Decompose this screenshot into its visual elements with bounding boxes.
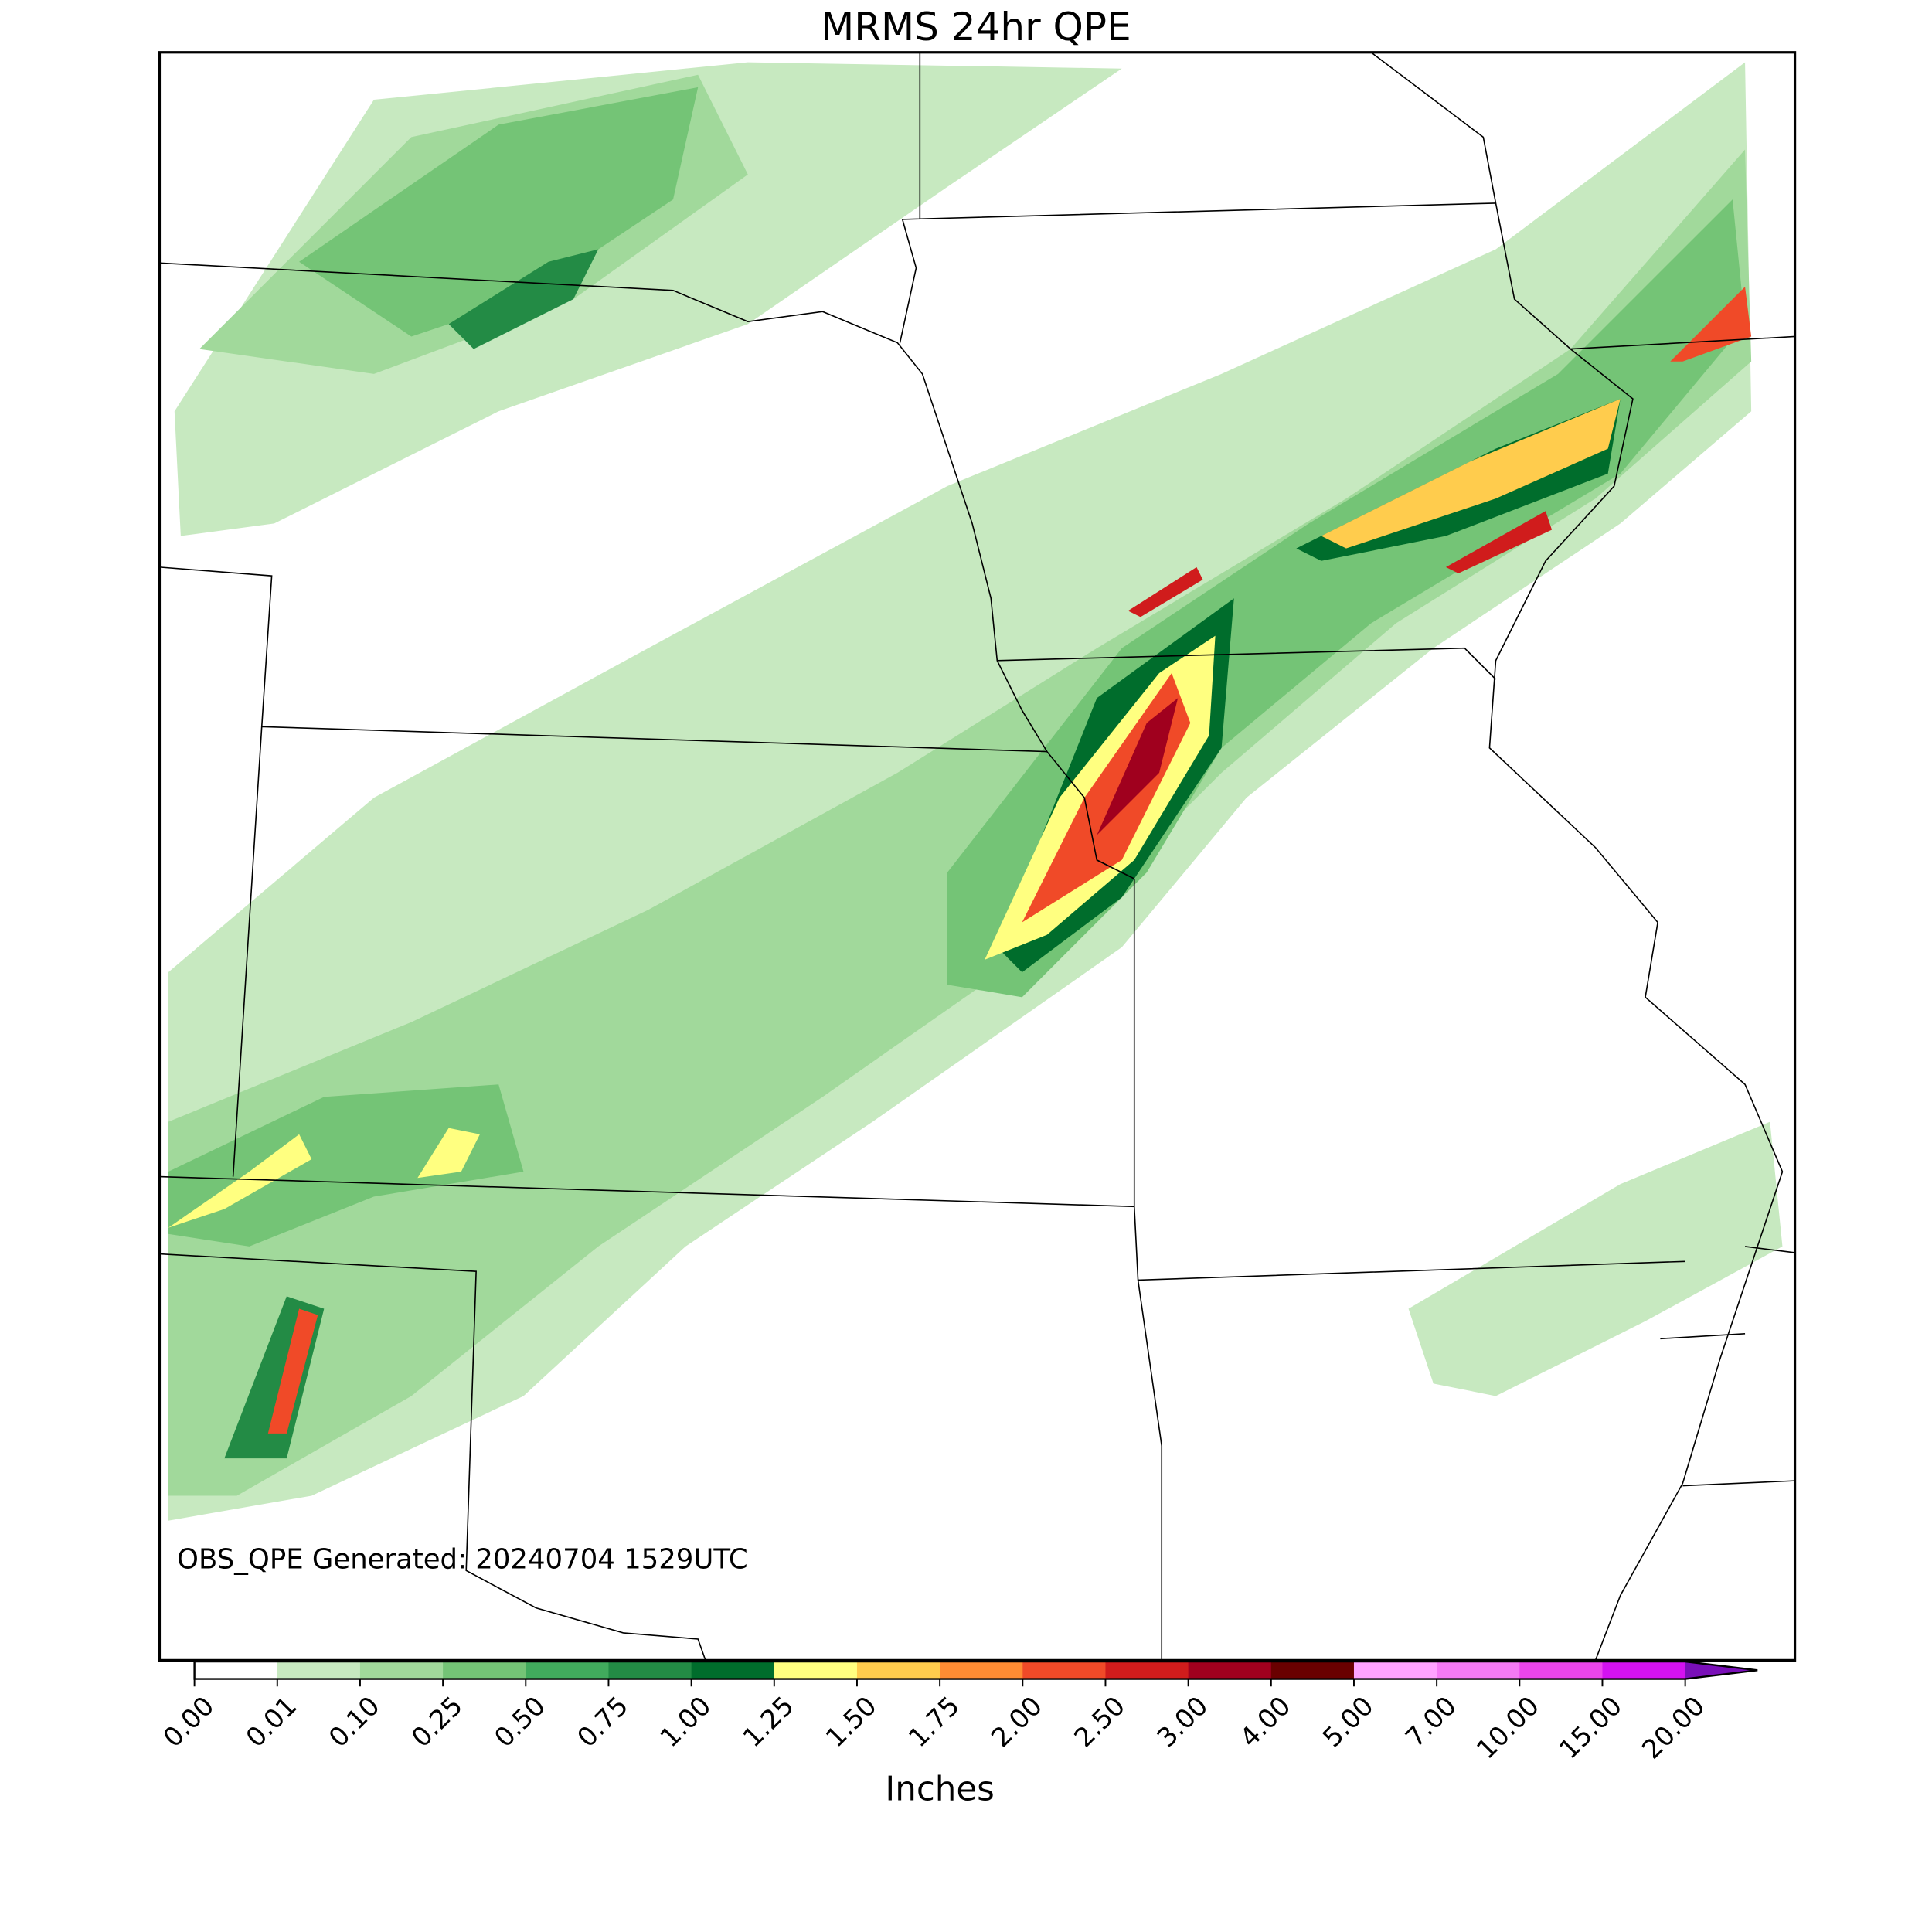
colorbar-segment bbox=[1105, 1662, 1189, 1679]
precip-area bbox=[168, 149, 1752, 1496]
colorbar-segment bbox=[1437, 1662, 1521, 1679]
colorbar-extend bbox=[1685, 1662, 1758, 1679]
precip-area bbox=[1097, 698, 1179, 835]
precip-area bbox=[168, 1134, 312, 1228]
colorbar-outline bbox=[193, 1660, 1758, 1680]
precip-area bbox=[417, 1128, 480, 1179]
precip-area bbox=[1445, 511, 1553, 573]
precip-area bbox=[299, 87, 699, 337]
annotation: OBS_QPE Generated: 20240704 1529UTC bbox=[177, 1543, 748, 1575]
map-frame bbox=[158, 51, 1797, 1662]
precip-area bbox=[1321, 399, 1621, 549]
precip-area bbox=[1128, 566, 1203, 617]
state-border bbox=[899, 52, 1496, 343]
colorbar-segment bbox=[856, 1662, 940, 1679]
colorbar-segment bbox=[1353, 1662, 1437, 1679]
colorbar-segment bbox=[359, 1662, 444, 1679]
colorbar-segment bbox=[1188, 1662, 1272, 1679]
map bbox=[159, 52, 1795, 1661]
colorbar-segment bbox=[774, 1662, 858, 1679]
precip-area bbox=[267, 1308, 318, 1434]
colorbar-segment bbox=[691, 1662, 775, 1679]
colorbar-segment bbox=[1602, 1662, 1686, 1679]
colorbar-segment bbox=[1519, 1662, 1604, 1679]
state-border bbox=[1370, 52, 1784, 1661]
colorbar-segment bbox=[608, 1662, 692, 1679]
colorbar-segment bbox=[1270, 1662, 1355, 1679]
colorbar-segment bbox=[277, 1662, 361, 1679]
state-border bbox=[159, 879, 1685, 1661]
colorbar-label: Inches bbox=[885, 1770, 994, 1809]
state-border bbox=[159, 262, 1135, 879]
colorbar-segment bbox=[1022, 1662, 1107, 1679]
title: MRMS 24hr QPE bbox=[821, 5, 1131, 49]
precip-area bbox=[1408, 1121, 1783, 1396]
state-border bbox=[997, 647, 1497, 680]
colorbar-segment bbox=[194, 1662, 278, 1679]
colorbar-segment bbox=[940, 1662, 1024, 1679]
precip-area bbox=[168, 1084, 524, 1247]
colorbar-segment bbox=[443, 1662, 527, 1679]
state-border bbox=[159, 1253, 706, 1661]
precip-area bbox=[448, 249, 599, 349]
state-border bbox=[1570, 335, 1795, 1487]
colorbar-segment bbox=[526, 1662, 610, 1679]
state-border bbox=[159, 566, 1047, 1177]
